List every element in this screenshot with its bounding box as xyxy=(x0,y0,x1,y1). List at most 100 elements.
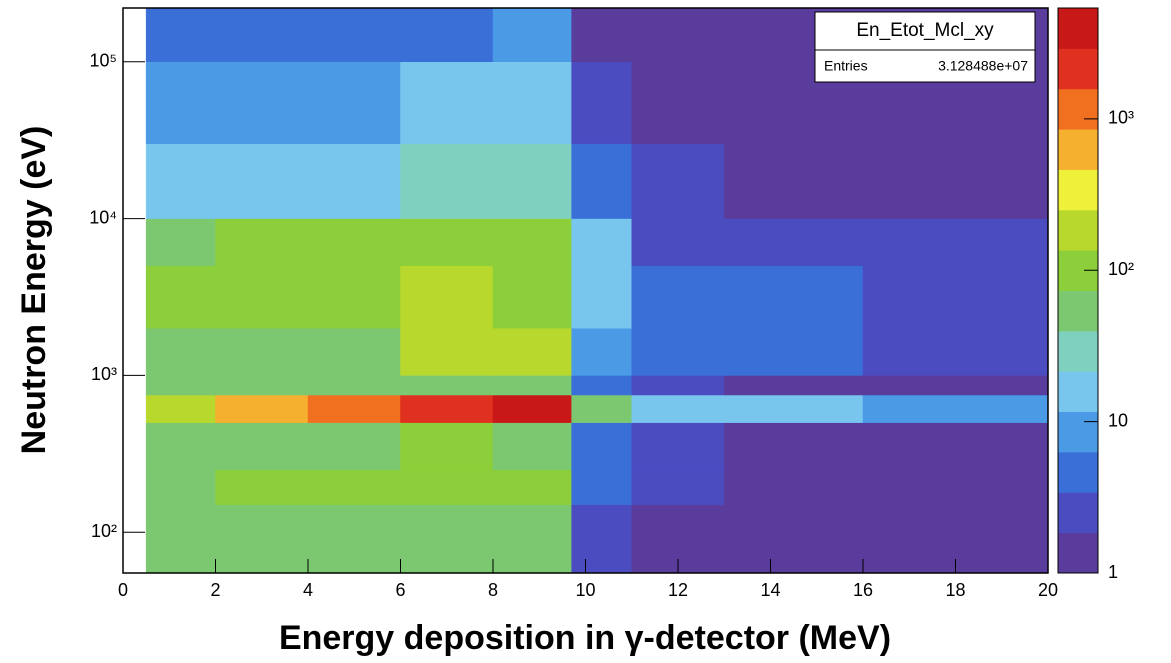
heatmap-cell xyxy=(401,62,494,144)
heatmap-cell xyxy=(216,219,309,266)
heatmap-cell xyxy=(493,395,572,423)
heatmap-cell xyxy=(632,8,725,62)
heatmap-cell xyxy=(146,266,215,328)
heatmap-cell xyxy=(493,8,572,62)
heatmap-cell xyxy=(493,144,572,219)
heatmap-cell xyxy=(863,144,1048,219)
heatmap-cell xyxy=(863,395,1048,423)
heatmap-cell xyxy=(493,375,572,395)
heatmap-cell xyxy=(146,505,215,573)
heatmap-cell xyxy=(401,219,494,266)
heatmap-cell xyxy=(216,395,309,423)
x-tick-label: 4 xyxy=(303,580,313,600)
heatmap-cell xyxy=(572,395,632,423)
colorbar-tick-label: 10 xyxy=(1108,410,1128,430)
heatmap-cell xyxy=(863,328,1048,375)
heatmap-cell xyxy=(724,423,863,470)
heatmap-cell xyxy=(724,266,863,328)
heatmap-cell xyxy=(401,266,494,328)
x-tick-label: 20 xyxy=(1038,580,1058,600)
stats-box: En_Etot_Mcl_xy Entries 3.128488e+07 xyxy=(815,12,1035,82)
stats-value: 3.128488e+07 xyxy=(938,58,1028,74)
x-tick-label: 8 xyxy=(488,580,498,600)
heatmap-cell xyxy=(572,266,632,328)
heatmap-cell xyxy=(493,266,572,328)
heatmap-cell xyxy=(724,144,863,219)
colorbar-swatch xyxy=(1058,452,1098,493)
colorbar-swatch xyxy=(1058,89,1098,130)
heatmap-cell xyxy=(724,395,863,423)
heatmap-cell xyxy=(123,8,146,62)
heatmap-cell xyxy=(572,62,632,144)
heatmap-cell xyxy=(146,423,215,470)
heatmap-cell xyxy=(123,62,146,144)
heatmap-cell xyxy=(401,8,494,62)
x-tick-label: 0 xyxy=(118,580,128,600)
heatmap-cell xyxy=(724,505,863,573)
heatmap-cell xyxy=(724,328,863,375)
y-tick-label: 10⁴ xyxy=(89,207,117,227)
heatmap-cell xyxy=(401,328,494,375)
heatmap-cell xyxy=(632,144,725,219)
heatmap-cell xyxy=(572,470,632,505)
y-tick-label: 10² xyxy=(91,521,117,541)
heatmap-cell xyxy=(308,505,401,573)
x-tick-label: 2 xyxy=(210,580,220,600)
heatmap-cell xyxy=(632,62,725,144)
heatmap-cells xyxy=(123,8,1048,573)
heatmap-cell xyxy=(308,395,401,423)
heatmap-cell xyxy=(123,375,146,395)
heatmap-cell xyxy=(216,144,309,219)
heatmap-cell xyxy=(724,470,863,505)
x-tick-label: 6 xyxy=(395,580,405,600)
heatmap-cell xyxy=(146,470,215,505)
heatmap-cell xyxy=(123,219,146,266)
stats-title: En_Etot_Mcl_xy xyxy=(856,20,994,41)
heatmap-cell xyxy=(216,62,309,144)
x-tick-label: 10 xyxy=(575,580,595,600)
heatmap-cell xyxy=(146,8,215,62)
heatmap-cell xyxy=(401,505,494,573)
y-tick-label: 10³ xyxy=(91,364,117,384)
heatmap-cell xyxy=(863,219,1048,266)
heatmap-cell xyxy=(632,219,725,266)
heatmap-cell xyxy=(632,395,725,423)
heatmap-cell xyxy=(123,470,146,505)
colorbar-swatch xyxy=(1058,291,1098,332)
heatmap-cell xyxy=(724,375,863,395)
colorbar-swatch xyxy=(1058,371,1098,412)
heatmap-cell xyxy=(123,395,146,423)
x-tick-label: 18 xyxy=(945,580,965,600)
colorbar-tick-label: 10² xyxy=(1108,259,1134,279)
heatmap-cell xyxy=(123,505,146,573)
x-tick-label: 16 xyxy=(853,580,873,600)
heatmap-cell xyxy=(308,219,401,266)
heatmap-cell xyxy=(572,328,632,375)
heatmap-cell xyxy=(401,395,494,423)
heatmap-cell xyxy=(216,8,309,62)
colorbar-tick-label: 10³ xyxy=(1108,108,1134,128)
colorbar-swatch xyxy=(1058,492,1098,533)
heatmap-cell xyxy=(572,219,632,266)
stats-label: Entries xyxy=(824,58,868,74)
heatmap-cell xyxy=(123,423,146,470)
x-tick-label: 12 xyxy=(668,580,688,600)
heatmap-cell xyxy=(863,375,1048,395)
heatmap-cell xyxy=(308,8,401,62)
heatmap-cell xyxy=(216,470,309,505)
heatmap-cell xyxy=(308,328,401,375)
heatmap-cell xyxy=(572,423,632,470)
heatmap-cell xyxy=(493,328,572,375)
heatmap-cell xyxy=(632,470,725,505)
y-tick-label: 10⁵ xyxy=(90,50,117,70)
colorbar-swatch xyxy=(1058,412,1098,453)
heatmap-cell xyxy=(632,423,725,470)
x-tick-label: 14 xyxy=(760,580,780,600)
heatmap-cell xyxy=(572,144,632,219)
heatmap-cell xyxy=(123,144,146,219)
heatmap-cell xyxy=(216,423,309,470)
heatmap-cell xyxy=(308,62,401,144)
colorbar-swatch xyxy=(1058,210,1098,251)
colorbar-swatch xyxy=(1058,331,1098,372)
colorbar-swatch xyxy=(1058,129,1098,170)
